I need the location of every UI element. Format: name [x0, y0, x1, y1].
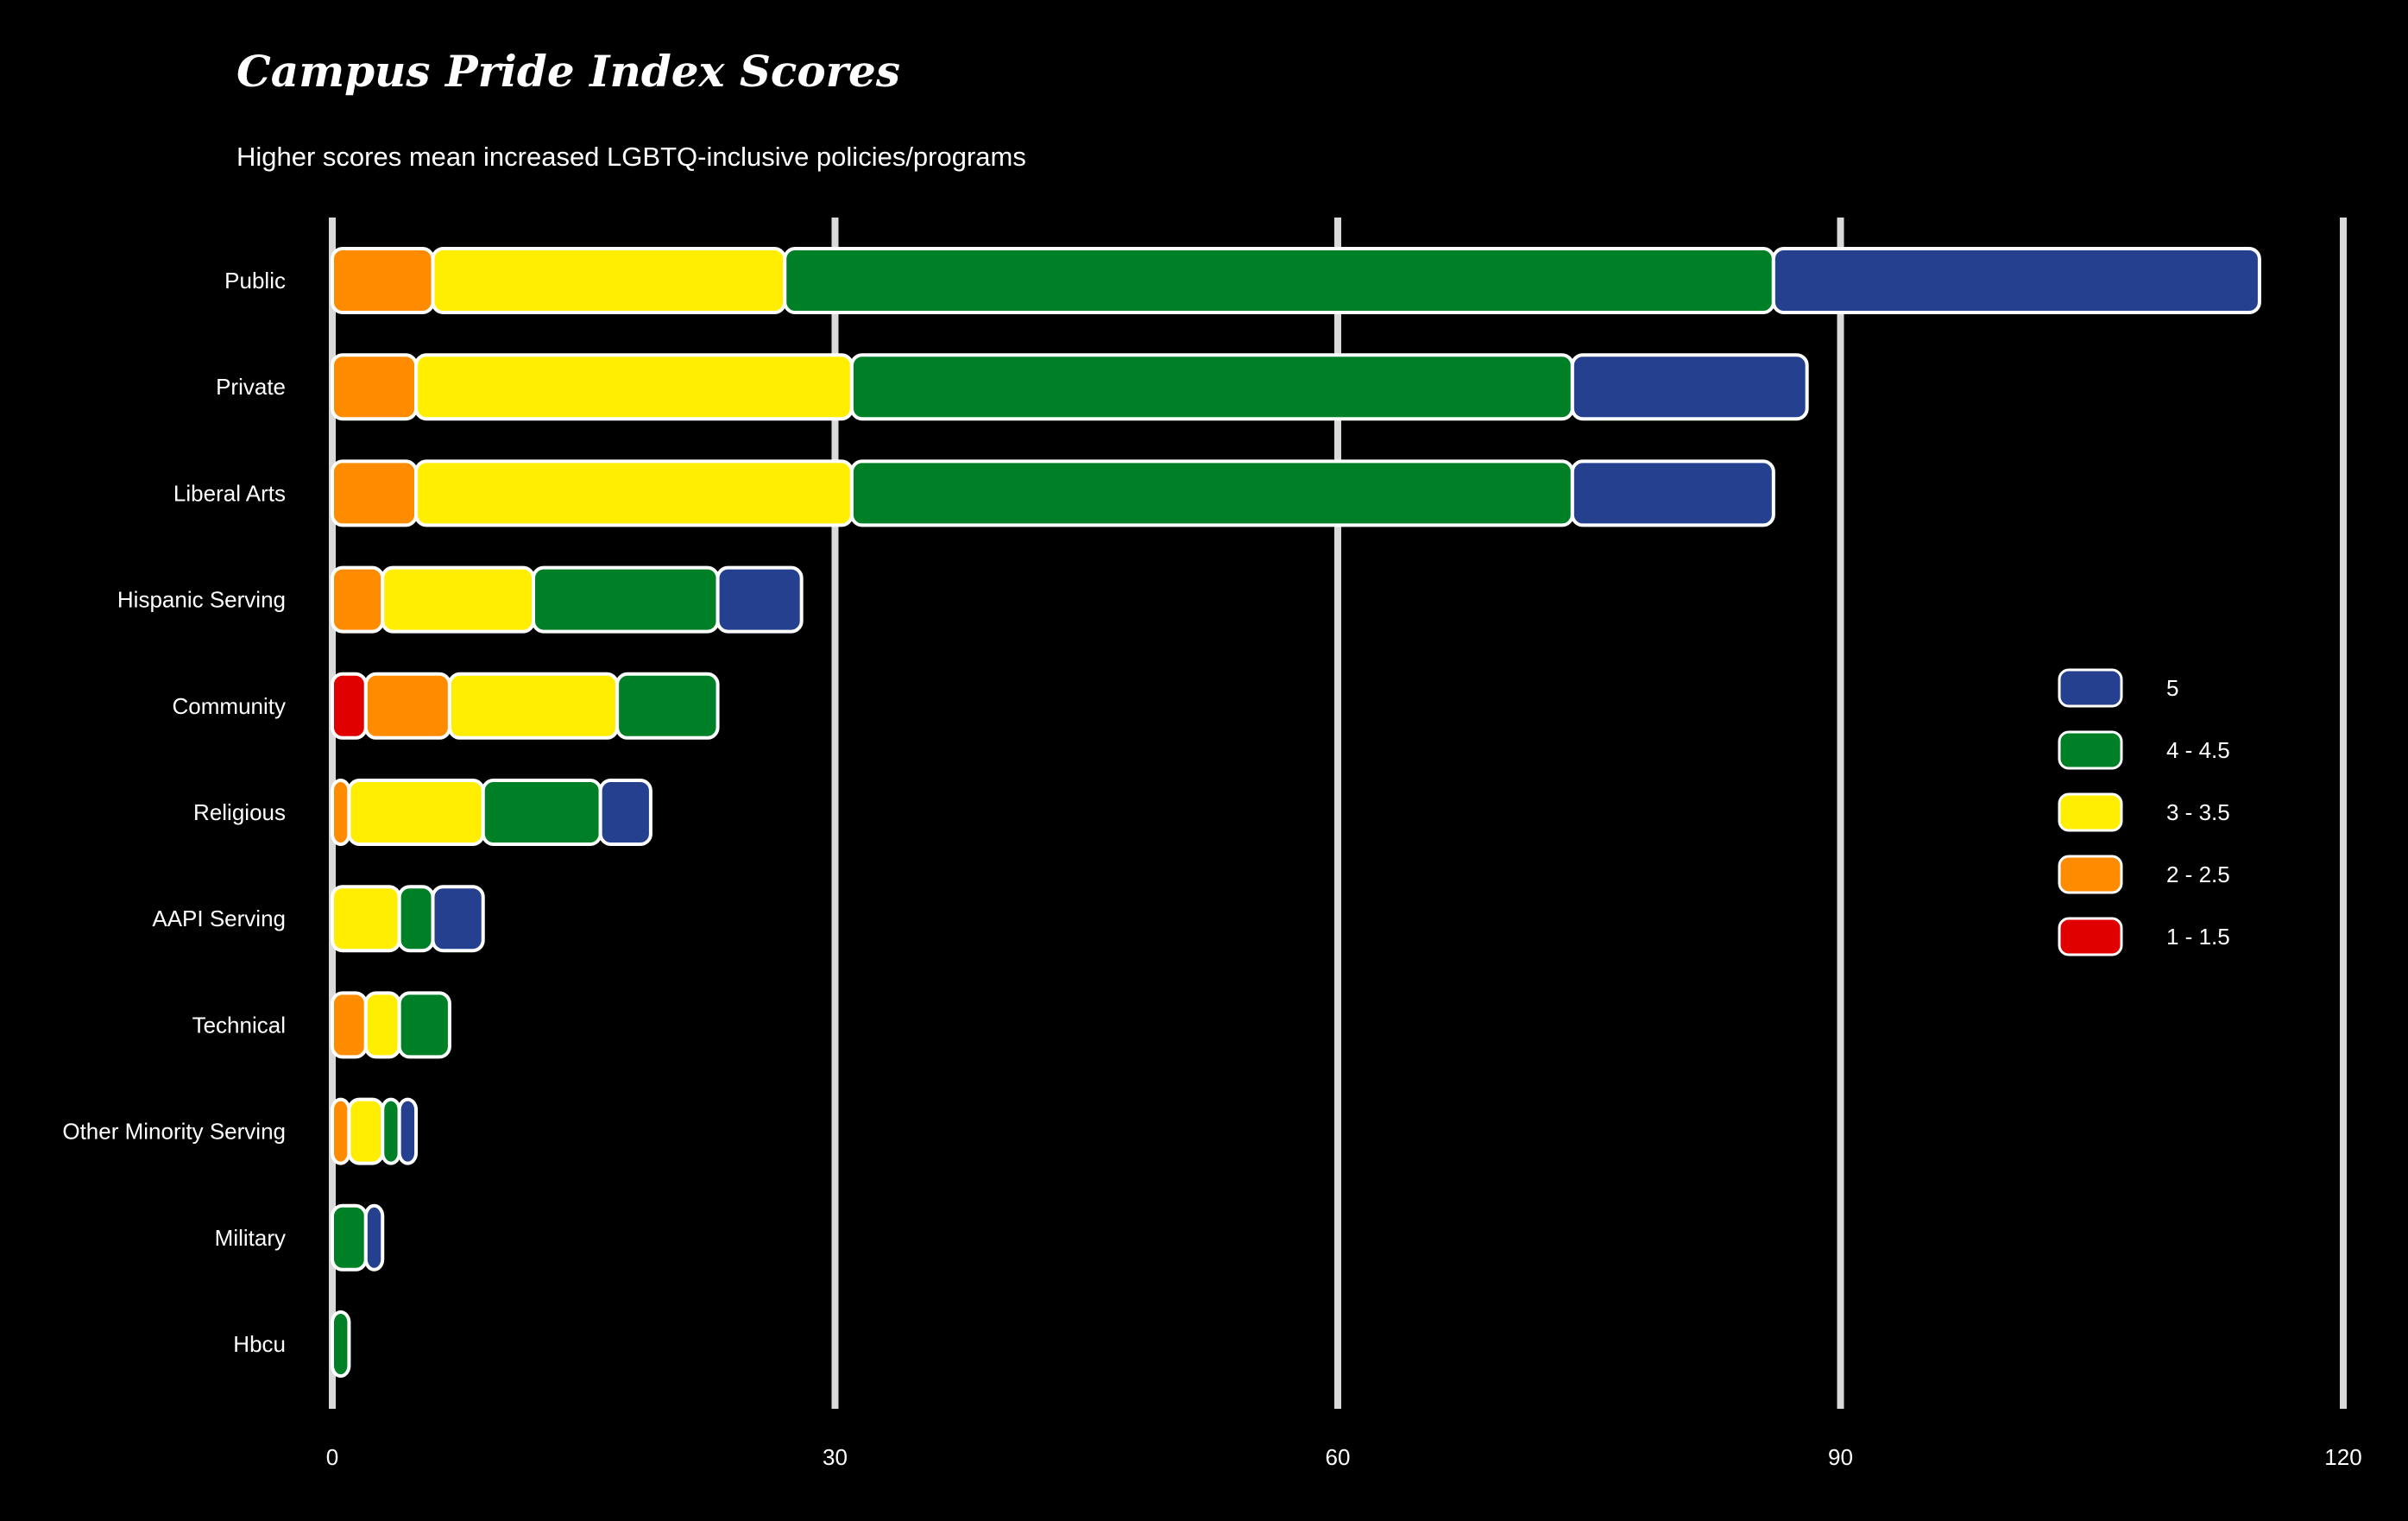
bar-religious-4-4-5 — [481, 779, 602, 846]
bar-liberal-arts-2-2-5 — [331, 459, 419, 527]
x-tick-label-60: 60 — [1326, 1444, 1351, 1470]
bar-religious-5 — [598, 779, 652, 846]
bar-other-minority-serving-2-2-5 — [331, 1097, 351, 1165]
legend-label-3-3-5: 3 - 3.5 — [2166, 799, 2230, 825]
bar-public-3-3-5 — [431, 247, 787, 314]
category-label-technical: Technical — [192, 1012, 286, 1038]
legend-key-2-2-5 — [2058, 855, 2123, 894]
chart-title: Campus Pride Index Scores — [236, 46, 900, 97]
x-tick-label-120: 120 — [2324, 1444, 2361, 1470]
category-label-religious: Religious — [193, 799, 286, 825]
legend-key-1-1-5 — [2058, 917, 2123, 956]
bar-technical-2-2-5 — [331, 991, 368, 1059]
x-tick-label-0: 0 — [326, 1444, 338, 1470]
legend-label-1-1-5: 1 - 1.5 — [2166, 924, 2230, 950]
bar-other-minority-serving-5 — [397, 1097, 419, 1165]
bar-liberal-arts-4-4-5 — [849, 459, 1574, 527]
bar-other-minority-serving-4-4-5 — [381, 1097, 401, 1165]
category-label-aapi-serving: AAPI Serving — [152, 906, 286, 931]
bar-private-3-3-5 — [414, 353, 854, 421]
bar-hispanic-serving-3-3-5 — [381, 565, 535, 634]
bar-other-minority-serving-3-3-5 — [347, 1097, 385, 1165]
bars — [331, 247, 2261, 1378]
bar-hispanic-serving-2-2-5 — [331, 565, 385, 634]
legend-key-5 — [2058, 668, 2123, 708]
bar-aapi-serving-3-3-5 — [331, 885, 401, 953]
x-tick-label-30: 30 — [823, 1444, 848, 1470]
chart-subtitle: Higher scores mean increased LGBTQ-inclu… — [236, 142, 1026, 172]
bar-community-2-2-5 — [363, 672, 451, 740]
bar-technical-3-3-5 — [363, 991, 401, 1059]
bar-liberal-arts-5 — [1570, 459, 1775, 527]
legend: 5 4 - 4.5 3 - 3.5 2 - 2.5 1 - 1.5 — [2058, 668, 2230, 956]
bar-public-4-4-5 — [783, 247, 1775, 314]
category-label-community: Community — [173, 693, 286, 719]
bar-hispanic-serving-4-4-5 — [532, 565, 720, 634]
category-label-private: Private — [216, 374, 286, 400]
bar-private-4-4-5 — [849, 353, 1574, 421]
legend-label-2-2-5: 2 - 2.5 — [2166, 861, 2230, 887]
bar-military-5 — [363, 1203, 385, 1272]
category-label-military: Military — [215, 1225, 286, 1251]
bar-hispanic-serving-5 — [715, 565, 804, 634]
category-label-liberal-arts: Liberal Arts — [173, 480, 286, 506]
bar-private-2-2-5 — [331, 353, 419, 421]
bar-community-3-3-5 — [447, 672, 620, 740]
bar-private-5 — [1570, 353, 1809, 421]
bar-aapi-serving-4-4-5 — [397, 885, 435, 953]
x-tick-label-90: 90 — [1828, 1444, 1853, 1470]
legend-key-3-3-5 — [2058, 792, 2123, 832]
bar-religious-2-2-5 — [331, 779, 351, 846]
legend-key-4-4-5 — [2058, 730, 2123, 770]
bar-community-1-1-5 — [331, 672, 368, 740]
bar-public-2-2-5 — [331, 247, 435, 314]
legend-label-4-4-5: 4 - 4.5 — [2166, 737, 2230, 763]
category-label-hispanic-serving: Hispanic Serving — [117, 587, 286, 613]
bar-liberal-arts-3-3-5 — [414, 459, 854, 527]
bar-military-4-4-5 — [331, 1203, 368, 1272]
bar-community-4-4-5 — [615, 672, 720, 740]
x-axis-ticks: 0 30 60 90 120 — [326, 1444, 2362, 1470]
bar-religious-3-3-5 — [347, 779, 485, 846]
category-labels: Public Private Liberal Arts Hispanic Servin… — [62, 268, 286, 1357]
bar-technical-4-4-5 — [397, 991, 451, 1059]
category-label-other-minority-serving: Other Minority Serving — [62, 1119, 286, 1145]
bar-public-5 — [1771, 247, 2261, 314]
bar-hbcu-4-4-5 — [331, 1310, 351, 1378]
bar-aapi-serving-5 — [431, 885, 485, 953]
category-label-public: Public — [224, 268, 286, 293]
legend-label-5: 5 — [2166, 675, 2178, 701]
category-label-hbcu: Hbcu — [233, 1331, 286, 1357]
